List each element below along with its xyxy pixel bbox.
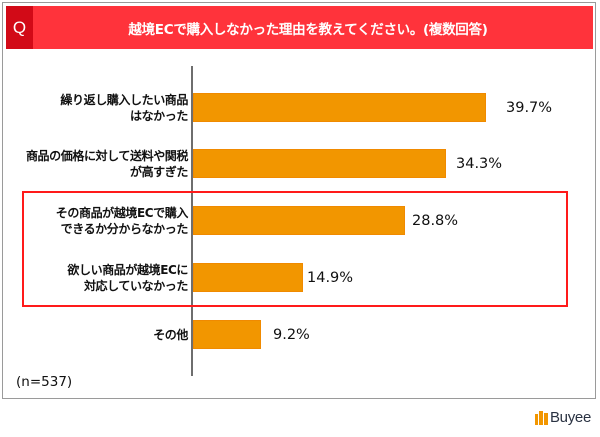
question-header: Q 越境ECで購入しなかった理由を教えてください。(複数回答): [6, 6, 593, 49]
y-axis-line: [191, 66, 193, 376]
buyee-logo-icon: [534, 410, 548, 425]
chart-panel: [2, 2, 596, 399]
bar-label: その他: [153, 328, 188, 342]
bar-row: 商品の価格に対して送料や関税 が高すぎた 34.3%: [0, 149, 600, 179]
bar-value: 34.3%: [456, 156, 503, 172]
question-title: 越境ECで購入しなかった理由を教えてください。(複数回答): [128, 21, 488, 38]
bar-row: 欲しい商品が越境ECに 対応していなかった 14.9%: [0, 263, 600, 293]
bar-label: 商品の価格に対して送料や関税 が高すぎた: [25, 149, 188, 179]
sample-size-note: (n=537): [16, 374, 73, 390]
bar-value: 14.9%: [307, 270, 354, 286]
bar: [193, 149, 446, 178]
bar: [193, 263, 303, 292]
bar-row: その商品が越境ECで購入 できるか分からなかった 28.8%: [0, 206, 600, 236]
bar-label: 繰り返し購入したい商品 はなかった: [60, 93, 188, 123]
q-badge: Q: [6, 6, 33, 49]
bar-value: 28.8%: [412, 213, 459, 229]
bar-label: 欲しい商品が越境ECに 対応していなかった: [67, 263, 188, 293]
bar-row: その他 9.2%: [0, 320, 600, 350]
bar-label: その商品が越境ECで購入 できるか分からなかった: [55, 206, 189, 236]
bar-value: 9.2%: [273, 327, 310, 343]
bar: [193, 206, 405, 235]
buyee-logo-text: Buyee: [549, 409, 591, 426]
highlight-box: [22, 191, 568, 307]
bar: [193, 320, 261, 349]
bar: [193, 93, 486, 122]
bar-row: 繰り返し購入したい商品 はなかった 39.7%: [0, 93, 600, 123]
buyee-logo: Buyee: [534, 409, 591, 426]
bar-value: 39.7%: [506, 100, 553, 116]
